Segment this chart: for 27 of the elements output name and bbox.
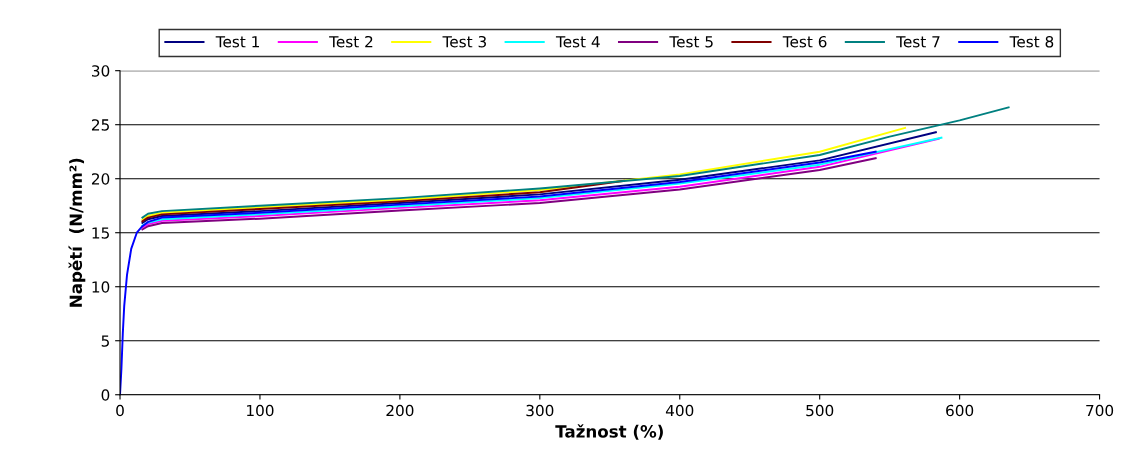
y-tick-label: 25 bbox=[91, 119, 109, 131]
x-tick-label: 100 bbox=[247, 404, 274, 417]
legend-label: Test 7 bbox=[896, 36, 940, 48]
x-tick-label: 0 bbox=[116, 404, 124, 417]
x-tick-label: 600 bbox=[946, 404, 974, 417]
y-tick-label: 15 bbox=[92, 227, 109, 239]
legend-label: Test 6 bbox=[782, 35, 827, 48]
y-axis-title: Napětí (N/mm²) bbox=[68, 158, 86, 307]
x-tick-label: 200 bbox=[386, 404, 414, 417]
y-tick-label: 10 bbox=[92, 281, 110, 293]
y-tick-label: 0 bbox=[101, 389, 110, 401]
x-tick-label: 300 bbox=[526, 404, 554, 417]
legend-label: Test 8 bbox=[1009, 35, 1054, 48]
legend-label: Test 4 bbox=[555, 36, 600, 48]
x-tick-label: 400 bbox=[665, 404, 694, 417]
y-tick-label: 5 bbox=[101, 335, 109, 347]
legend-label: Test 1 bbox=[215, 36, 259, 48]
line-series bbox=[141, 106, 1010, 219]
legend-label: Test 3 bbox=[442, 35, 486, 48]
line-series bbox=[141, 157, 877, 231]
legend-label: Test 5 bbox=[669, 36, 713, 48]
x-tick-label: 700 bbox=[1086, 404, 1114, 417]
y-tick-label: 20 bbox=[91, 173, 110, 185]
legend-label: Test 2 bbox=[329, 35, 373, 48]
y-tick-label: 30 bbox=[92, 65, 110, 77]
x-tick-label: 500 bbox=[806, 404, 834, 417]
x-axis-title: Tažnost (%) bbox=[555, 424, 663, 440]
